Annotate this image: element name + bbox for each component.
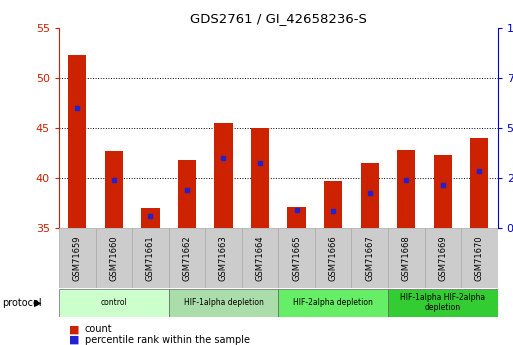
Bar bbox=[68, 55, 86, 228]
Bar bbox=[205, 228, 242, 288]
Text: percentile rank within the sample: percentile rank within the sample bbox=[85, 335, 250, 345]
Bar bbox=[470, 138, 488, 228]
Bar bbox=[214, 123, 232, 228]
Text: count: count bbox=[85, 325, 112, 334]
Text: GSM71669: GSM71669 bbox=[438, 235, 447, 281]
Bar bbox=[169, 289, 278, 317]
Text: GSM71668: GSM71668 bbox=[402, 235, 411, 281]
Text: ■: ■ bbox=[69, 335, 80, 345]
Bar bbox=[178, 160, 196, 228]
Text: GSM71662: GSM71662 bbox=[183, 235, 191, 281]
Bar bbox=[242, 228, 278, 288]
Text: GSM71666: GSM71666 bbox=[329, 235, 338, 281]
Bar bbox=[278, 228, 315, 288]
Bar bbox=[388, 228, 424, 288]
Bar bbox=[278, 289, 388, 317]
Bar bbox=[132, 228, 169, 288]
Bar bbox=[361, 163, 379, 228]
Bar bbox=[388, 289, 498, 317]
Bar bbox=[461, 228, 498, 288]
Text: GSM71659: GSM71659 bbox=[73, 235, 82, 280]
Bar bbox=[315, 228, 351, 288]
Bar bbox=[251, 128, 269, 228]
Text: HIF-1alpha depletion: HIF-1alpha depletion bbox=[184, 298, 263, 307]
Text: GSM71664: GSM71664 bbox=[255, 235, 265, 281]
Text: control: control bbox=[101, 298, 127, 307]
Title: GDS2761 / GI_42658236-S: GDS2761 / GI_42658236-S bbox=[190, 12, 367, 25]
Text: ■: ■ bbox=[69, 325, 80, 334]
Text: ▶: ▶ bbox=[34, 298, 42, 308]
Bar bbox=[433, 155, 452, 228]
Text: HIF-1alpha HIF-2alpha
depletion: HIF-1alpha HIF-2alpha depletion bbox=[400, 293, 485, 313]
Bar bbox=[95, 228, 132, 288]
Bar bbox=[424, 228, 461, 288]
Text: GSM71670: GSM71670 bbox=[475, 235, 484, 281]
Bar bbox=[141, 208, 160, 228]
Text: GSM71661: GSM71661 bbox=[146, 235, 155, 281]
Text: GSM71667: GSM71667 bbox=[365, 235, 374, 281]
Bar bbox=[351, 228, 388, 288]
Text: protocol: protocol bbox=[3, 298, 42, 308]
Text: GSM71660: GSM71660 bbox=[109, 235, 119, 281]
Bar bbox=[397, 150, 416, 228]
Bar bbox=[105, 151, 123, 228]
Text: GSM71663: GSM71663 bbox=[219, 235, 228, 281]
Bar bbox=[287, 207, 306, 228]
Bar bbox=[59, 289, 169, 317]
Bar bbox=[169, 228, 205, 288]
Bar bbox=[324, 181, 342, 228]
Text: GSM71665: GSM71665 bbox=[292, 235, 301, 281]
Text: HIF-2alpha depletion: HIF-2alpha depletion bbox=[293, 298, 373, 307]
Bar bbox=[59, 228, 95, 288]
